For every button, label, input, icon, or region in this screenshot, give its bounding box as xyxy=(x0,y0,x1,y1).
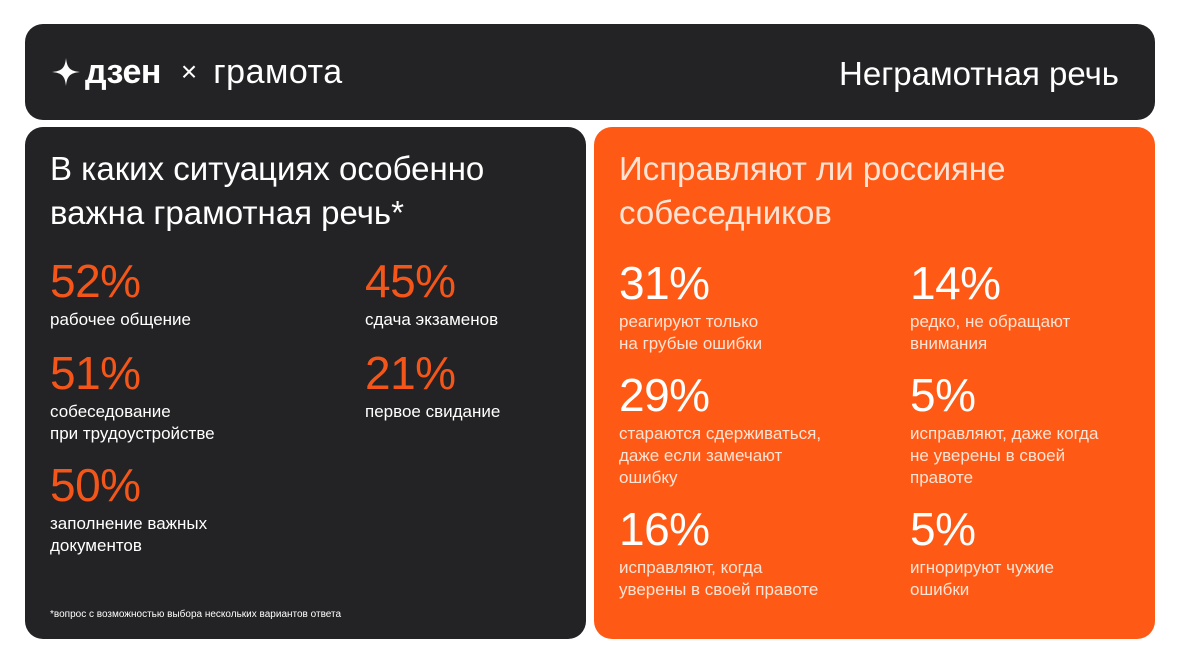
footnote: *вопрос с возможностью выбора нескольких… xyxy=(50,609,342,620)
stat-value: 52% xyxy=(50,255,141,307)
page-title: Неграмотная речь xyxy=(839,55,1119,92)
stat-label: рабочее общение xyxy=(50,310,191,329)
stat-value: 45% xyxy=(365,255,456,307)
header-bar: дзен × грамота Неграмотная речь xyxy=(25,24,1155,120)
stat-label: реагируют только на грубые ошибки xyxy=(619,312,763,353)
stat-item: 16% исправляют, когда уверены в своей пр… xyxy=(619,503,818,601)
stat-label: исправляют, когда уверены в своей правот… xyxy=(619,558,819,599)
logo-separator: × xyxy=(180,56,198,87)
stat-value: 5% xyxy=(910,369,976,421)
stat-item: 31% реагируют только на грубые ошибки xyxy=(619,257,762,355)
stat-item: 45% сдача экзаменов xyxy=(365,255,498,331)
stat-value: 51% xyxy=(50,347,141,399)
right-panel-title: Исправляют ли россияне собеседников xyxy=(619,150,1006,231)
stat-label: исправляют, даже когда не уверены в свое… xyxy=(910,424,1099,487)
right-panel: Исправляют ли россияне собеседников 31% … xyxy=(594,127,1155,639)
stat-item: 14% редко, не обращают внимания xyxy=(910,257,1070,355)
stat-item: 21% первое свидание xyxy=(365,347,500,423)
logo: дзен × грамота xyxy=(51,52,343,92)
stat-value: 21% xyxy=(365,347,456,399)
four-point-star-icon xyxy=(52,58,80,86)
stat-label: редко, не обращают внимания xyxy=(910,312,1071,353)
left-panel: В каких ситуациях особенно важна грамотн… xyxy=(25,127,586,639)
stat-value: 14% xyxy=(910,257,1001,309)
stat-value: 16% xyxy=(619,503,710,555)
stat-item: 50% заполнение важных документов xyxy=(50,459,207,557)
stat-label: игнорируют чужие ошибки xyxy=(910,558,1055,599)
stat-label: сдача экзаменов xyxy=(365,310,499,329)
stat-label: заполнение важных документов xyxy=(50,514,208,555)
logo-gramota-text: грамота xyxy=(213,53,343,91)
stat-item: 52% рабочее общение xyxy=(50,255,191,331)
stat-item: 29% стараются сдерживаться, даже если за… xyxy=(619,369,821,489)
stat-value: 5% xyxy=(910,503,976,555)
stat-item: 5% игнорируют чужие ошибки xyxy=(910,503,1054,601)
stat-value: 31% xyxy=(619,257,710,309)
stat-value: 50% xyxy=(50,459,141,511)
stat-label: первое свидание xyxy=(365,402,501,421)
stat-label: собеседование при трудоустройстве xyxy=(50,402,215,443)
left-panel-title: В каких ситуациях особенно важна грамотн… xyxy=(50,150,485,231)
stat-item: 51% собеседование при трудоустройстве xyxy=(50,347,215,445)
stat-label: стараются сдерживаться, даже если замеча… xyxy=(619,424,822,487)
stat-value: 29% xyxy=(619,369,710,421)
logo-dzen-text: дзен xyxy=(85,53,161,91)
stat-item: 5% исправляют, даже когда не уверены в с… xyxy=(910,369,1098,489)
